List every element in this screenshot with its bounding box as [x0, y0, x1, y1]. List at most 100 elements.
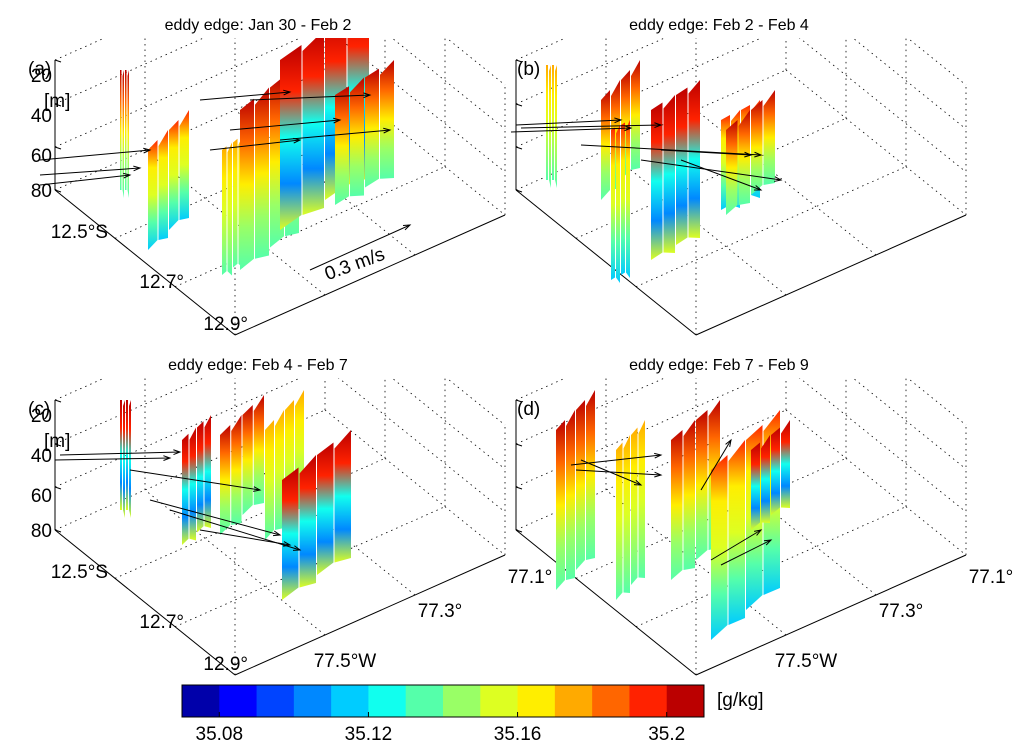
velocity-arrow [199, 91, 291, 101]
arrow-head [754, 529, 763, 536]
velocity-arrow [515, 119, 622, 126]
salinity-curtain [204, 415, 211, 528]
velocity-arrow [279, 129, 391, 141]
grid-line [852, 38, 967, 130]
arrow-head [133, 165, 142, 172]
velocity-arrow [249, 94, 371, 101]
panel-title: eddy edge: Feb 4 - Feb 7 [168, 357, 348, 374]
salinity-curtain [552, 65, 554, 180]
depth-tick-label: 80 [31, 181, 52, 202]
salinity-curtain [763, 90, 775, 185]
salinity-curtain [726, 120, 738, 215]
arrow-head [624, 125, 633, 132]
axis-line [54, 189, 236, 336]
salinity-curtain [158, 130, 168, 240]
salinity-curtain [651, 102, 663, 260]
depth-unit: [m] [44, 431, 70, 452]
arrow-head [292, 545, 302, 551]
arrow-head [754, 151, 763, 158]
salinity-curtain [601, 90, 610, 200]
panel-label: (d) [517, 399, 540, 420]
grid-line [799, 38, 967, 173]
salinity-curtain [127, 70, 129, 198]
velocity-arrow [575, 469, 662, 476]
depth-tick-label: 20 [31, 406, 52, 427]
velocity-arrow [149, 499, 281, 536]
salinity-curtain [253, 395, 264, 505]
arrow-head [333, 117, 342, 124]
salinity-curtain [761, 435, 770, 523]
tick [54, 189, 62, 193]
grid-line [907, 38, 967, 86]
salinity-curtain [169, 120, 179, 230]
salinity-curtain [611, 127, 615, 280]
lon-tick-label: 77.5°W [775, 651, 838, 672]
colorbar-swatch [182, 685, 220, 717]
salinity-curtain [317, 442, 334, 575]
tick [515, 189, 523, 193]
salinity-curtain [738, 110, 750, 205]
salinity-curtain [663, 95, 675, 253]
arrow-head [654, 471, 663, 478]
salinity-curtain [231, 415, 242, 525]
salinity-curtain [586, 390, 595, 560]
arrow-head [744, 151, 753, 158]
velocity-arrow [680, 159, 762, 191]
axis-line [234, 554, 506, 676]
arrow-head [614, 117, 623, 124]
grid-line [515, 378, 567, 401]
salinity-curtain [781, 420, 790, 508]
tick [54, 59, 62, 63]
salinity-curtain [335, 86, 349, 205]
salinity-curtain [255, 87, 269, 259]
salinity-curtain [265, 420, 274, 540]
salinity-curtain [350, 77, 364, 197]
salinity-curtain [566, 410, 575, 580]
velocity-arrow [54, 457, 171, 461]
tick [54, 486, 62, 490]
grid-line [446, 38, 506, 86]
grid-line [391, 38, 506, 130]
salinity-curtain [555, 65, 557, 188]
tick [515, 103, 523, 107]
velocity-arrow [580, 459, 642, 486]
velocity-arrow [129, 469, 261, 491]
colorbar-tick-label: 35.16 [494, 724, 542, 745]
salinity-curtain [240, 98, 254, 270]
grid-line [391, 378, 506, 470]
grid-line [785, 409, 967, 556]
panel-title: eddy edge: Jan 30 - Feb 2 [165, 17, 352, 34]
grid-line [515, 378, 666, 445]
panel-title: eddy edge: Feb 7 - Feb 9 [629, 357, 809, 374]
depth-tick-label: 80 [31, 521, 52, 542]
grid-line [338, 378, 506, 513]
salinity-curtain [728, 440, 745, 625]
tick [515, 486, 523, 490]
panel: eddy edge: Feb 2 - Feb 4 (b) [510, 17, 967, 336]
salinity-curtain [125, 70, 127, 190]
velocity-arrow [570, 454, 662, 466]
colorbar-swatch [666, 685, 705, 717]
lat-tick-label: 12.5°S [51, 562, 108, 583]
colorbar-swatch [368, 685, 407, 717]
colorbar-swatch [256, 685, 295, 717]
tick [515, 443, 523, 447]
arrow-head [143, 147, 152, 154]
velocity-arrow [510, 127, 632, 133]
velocity-arrow [700, 439, 732, 491]
arrow-head [123, 172, 132, 179]
arrow-head [163, 455, 172, 461]
lat-tick-label: 12.5°S [51, 222, 108, 243]
depth-tick-label: 40 [31, 446, 52, 467]
salinity-curtain [683, 420, 695, 570]
grid-line [852, 378, 967, 470]
lat-tick-label: 12.9° [203, 314, 248, 335]
salinity-curtain [126, 400, 128, 510]
salinity-curtain [222, 146, 227, 275]
axis-line [515, 529, 697, 676]
tick [54, 146, 62, 150]
tick [515, 146, 523, 150]
salinity-curtain [549, 65, 551, 188]
salinity-curtain [242, 405, 253, 515]
